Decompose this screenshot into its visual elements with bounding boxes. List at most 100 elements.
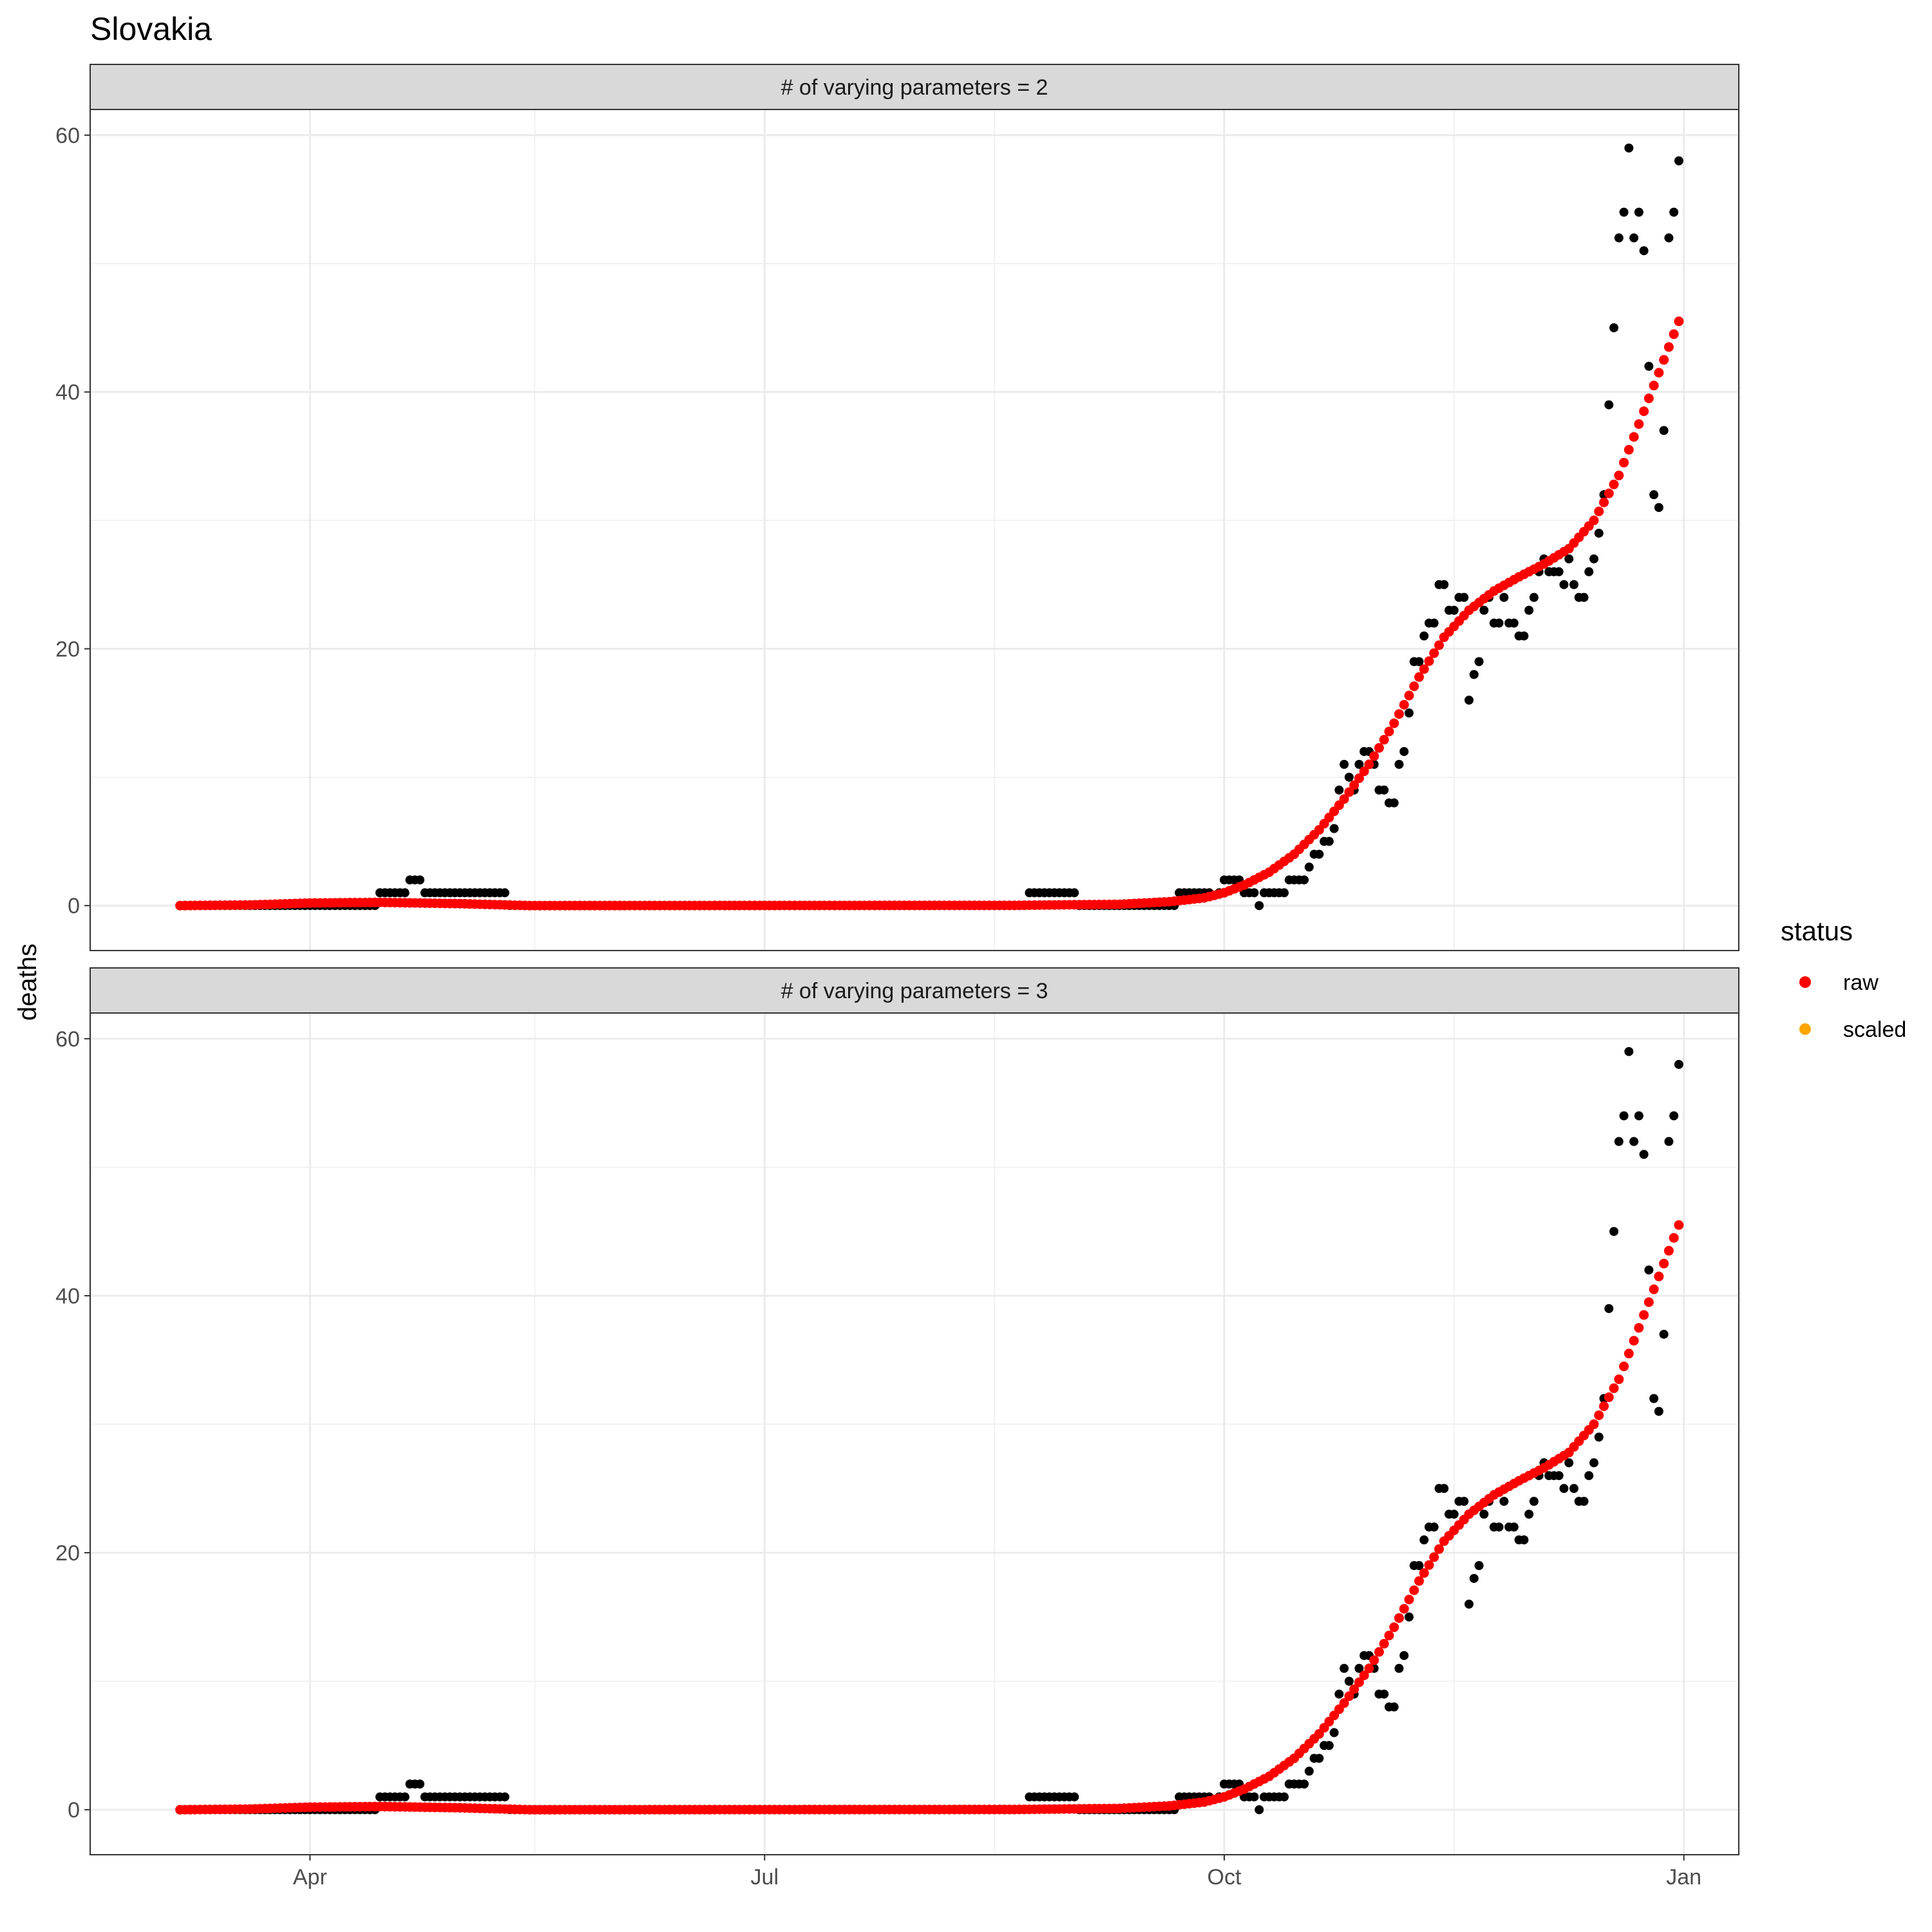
observed-point (1579, 592, 1589, 602)
observed-point (1614, 233, 1624, 243)
fit-point (1374, 743, 1384, 753)
fit-point (1394, 1613, 1404, 1623)
observed-point (1524, 605, 1534, 615)
observed-point (1529, 1497, 1539, 1506)
observed-point (1609, 323, 1619, 332)
y-tick-label: 40 (55, 381, 80, 405)
legend-label-raw: raw (1843, 971, 1879, 995)
observed-point (1394, 759, 1404, 769)
observed-point (415, 1779, 424, 1789)
observed-point (1604, 400, 1614, 410)
fit-point (1609, 479, 1619, 489)
fit-point (1384, 726, 1394, 737)
legend-label-scaled: scaled (1843, 1018, 1906, 1042)
observed-point (1474, 1561, 1484, 1571)
observed-point (400, 888, 410, 898)
y-axis-1: 0 20 40 60 (55, 124, 90, 918)
fit-point (1409, 681, 1419, 692)
observed-point (1559, 1484, 1569, 1493)
fit-point (1374, 1647, 1384, 1657)
y-axis-2: 0 20 40 60 (55, 1027, 90, 1823)
observed-point (1394, 1663, 1404, 1673)
observed-point (1334, 785, 1344, 795)
fit-point (1674, 316, 1684, 327)
y-tick-label: 60 (55, 1027, 80, 1052)
facet-panel-1: # of varying parameters = 2 0 20 40 60 (55, 64, 1739, 951)
y-tick-label: 20 (55, 637, 80, 661)
fit-point (1389, 718, 1399, 728)
fit-point (1434, 640, 1444, 650)
observed-point (1604, 1303, 1614, 1313)
grid-lines-1 (90, 109, 1739, 951)
fit-point (1344, 1691, 1354, 1701)
observed-point (1070, 888, 1079, 898)
facet-strip-label-1: # of varying parameters = 2 (781, 75, 1048, 100)
observed-point (1509, 1522, 1519, 1532)
fit-point (1659, 355, 1669, 365)
observed-point (1389, 798, 1399, 808)
observed-point (1624, 1046, 1634, 1056)
observed-point (1300, 875, 1309, 885)
observed-point (1664, 1137, 1674, 1146)
observed-point (1554, 1471, 1564, 1481)
fit-point (1359, 766, 1369, 777)
fit-point (1669, 329, 1679, 339)
fit-point (1639, 1310, 1649, 1320)
observed-point (1664, 233, 1674, 243)
fit-point (1354, 773, 1364, 783)
observed-point (1479, 605, 1489, 615)
observed-point (1569, 580, 1578, 589)
fit-point (1614, 1374, 1624, 1385)
fit-point (1639, 406, 1649, 417)
observed-point (1609, 1227, 1619, 1236)
observed-point (1669, 1111, 1679, 1121)
panel-background-2 (90, 1013, 1739, 1855)
y-tick-label: 0 (68, 1798, 80, 1823)
fit-point (1419, 1568, 1429, 1578)
observed-point (1559, 580, 1569, 589)
observed-point (1644, 1265, 1654, 1275)
fit-point (1609, 1383, 1619, 1394)
fit-point (1349, 780, 1359, 790)
observed-point (1304, 1766, 1314, 1776)
observed-point (1644, 361, 1654, 371)
observed-point (1414, 1561, 1424, 1571)
observed-point (1594, 528, 1604, 538)
fit-point (1634, 1323, 1644, 1333)
observed-point (1519, 631, 1529, 641)
observed-point (1654, 1406, 1663, 1416)
fit-point (1674, 1220, 1684, 1230)
observed-point (1649, 1394, 1659, 1403)
observed-point (400, 1792, 410, 1802)
grid-lines-2 (90, 1013, 1739, 1855)
observed-point (1459, 1497, 1469, 1506)
observed-point (1344, 1676, 1354, 1686)
observed-point (1314, 849, 1324, 859)
x-tick-label: Jul (751, 1865, 779, 1889)
fit-point (1364, 759, 1374, 770)
x-tick-label: Jan (1666, 1865, 1701, 1889)
observed-point (1619, 207, 1629, 217)
observed-point (1674, 1059, 1683, 1069)
observed-point (1594, 1432, 1604, 1442)
observed-point (1389, 1702, 1399, 1712)
legend-swatch-scaled (1799, 1023, 1811, 1035)
observed-point (1449, 605, 1459, 615)
observed-point (1614, 1137, 1624, 1146)
fit-points-1 (175, 316, 1684, 911)
observed-point (1639, 246, 1649, 256)
observed-point (1634, 207, 1643, 217)
observed-point (1439, 580, 1449, 589)
legend-title: status (1781, 916, 1853, 946)
observed-point (500, 1792, 509, 1802)
fit-point (1643, 1297, 1654, 1307)
fit-point (1354, 1677, 1364, 1687)
observed-point (1589, 1458, 1599, 1468)
observed-point (1334, 1689, 1344, 1699)
observed-point (1624, 143, 1634, 153)
fit-point (1624, 1349, 1634, 1359)
x-tick-label: Apr (293, 1865, 327, 1889)
x-tick-label: Oct (1208, 1865, 1242, 1889)
panel-border-1 (90, 109, 1739, 951)
